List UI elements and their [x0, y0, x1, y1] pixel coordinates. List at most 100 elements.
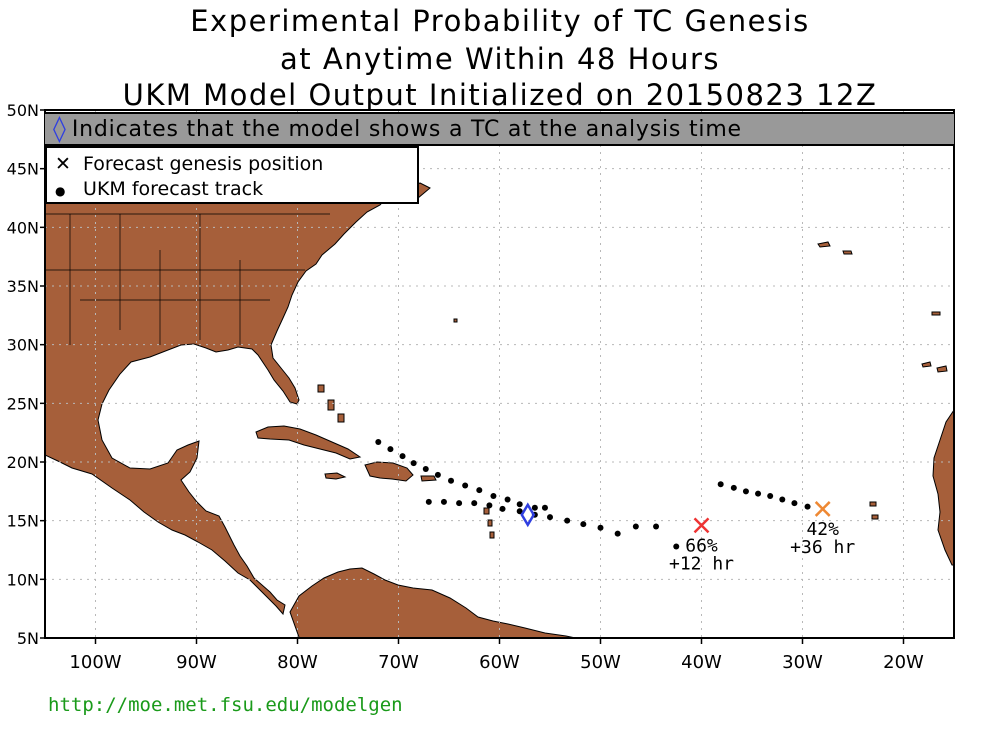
track-point — [767, 493, 774, 500]
lon-tick-label: 40W — [681, 652, 722, 673]
title-line-3: UKM Model Output Initialized on 20150823… — [122, 78, 878, 112]
track-point — [516, 508, 523, 515]
title-line-1: Experimental Probability of TC Genesis — [190, 4, 810, 38]
lon-tick-label: 70W — [378, 652, 419, 673]
track-point — [531, 504, 538, 511]
track-point — [653, 523, 660, 530]
lat-tick-label: 35N — [7, 277, 39, 296]
cross-icon: ✕ — [55, 153, 71, 175]
land-south-america — [289, 567, 578, 638]
lat-tick-label: 25N — [7, 394, 39, 413]
land-jamaica — [324, 472, 347, 480]
land-bahamas-b — [327, 399, 335, 411]
lat-tick-label: 45N — [7, 160, 39, 179]
lat-tick-label: 50N — [7, 101, 39, 120]
track-point — [632, 523, 639, 530]
land-cape-verde-b — [871, 514, 879, 520]
track-point — [499, 505, 506, 512]
track-point — [462, 482, 469, 489]
forecast-tracks — [375, 439, 811, 550]
land-puerto-rico — [420, 475, 437, 482]
track-point — [673, 543, 680, 550]
genesis-lead-time: +12 hr — [669, 553, 734, 574]
track-point — [440, 498, 447, 505]
lon-tick-label: 30W — [782, 652, 823, 673]
track-point — [730, 484, 737, 491]
legend-box: ✕ Forecast genesis position ● UKM foreca… — [45, 146, 419, 204]
track-point — [779, 496, 786, 503]
land-canaries-b — [936, 365, 948, 373]
land-canaries — [921, 361, 932, 368]
track-point — [547, 514, 553, 521]
track-point — [476, 487, 483, 494]
track-point — [434, 471, 441, 478]
track-point — [614, 530, 621, 537]
land-bermuda — [453, 318, 458, 323]
genesis-probability: 66% — [685, 535, 718, 556]
land-cape-verde — [869, 501, 877, 507]
genesis-cross-icon — [693, 517, 710, 534]
lon-tick-label: 80W — [277, 652, 318, 673]
land-lesser-antilles-b — [487, 519, 493, 527]
axis-ticks: 100W 90W 80W 70W 60W 50W 40W 30W 20W 50N 45N 40N 35N… — [7, 101, 924, 673]
genesis-markers: 66%+12 hr 42%+36 hr — [520, 501, 855, 574]
lat-tick-label: 10N — [7, 570, 39, 589]
title-line-2: at Anytime Within 48 Hours — [279, 42, 721, 76]
land-hispaniola — [364, 461, 414, 482]
track-point — [448, 477, 455, 484]
land-azores — [817, 241, 831, 248]
dot-icon: ● — [55, 184, 66, 198]
track-point — [425, 498, 432, 505]
genesis-probability: 42% — [806, 519, 839, 540]
land-africa — [932, 409, 954, 566]
source-url[interactable]: http://moe.met.fsu.edu/modelgen — [48, 694, 403, 716]
track-point — [791, 500, 798, 507]
land-lesser-antilles — [483, 507, 490, 515]
track-point — [471, 500, 478, 507]
track-point — [490, 493, 497, 500]
land-madeira — [931, 311, 941, 316]
track-point — [541, 504, 548, 511]
track-point — [486, 502, 493, 509]
land-cuba — [255, 425, 362, 460]
lat-tick-label: 30N — [7, 336, 39, 355]
genesis-lead-time: +36 hr — [790, 537, 855, 558]
land-north-america — [45, 149, 416, 616]
state-lines — [45, 213, 330, 345]
lon-tick-label: 90W — [176, 652, 217, 673]
track-point — [399, 453, 406, 460]
track-point — [504, 496, 511, 503]
land-lesser-antilles-c — [489, 531, 495, 539]
track-point — [410, 460, 417, 467]
track-point — [597, 524, 604, 531]
lat-tick-label: 20N — [7, 453, 39, 472]
lat-tick-label: 5N — [17, 629, 39, 648]
land-bahamas-c — [337, 413, 345, 423]
land-bahamas — [317, 384, 325, 393]
track-point — [387, 446, 394, 453]
lon-tick-label: 60W — [479, 652, 520, 673]
banner-text: Indicates that the model shows a TC at t… — [71, 116, 742, 142]
genesis-cross-icon — [814, 501, 831, 517]
track-point — [516, 501, 523, 508]
track-point — [804, 503, 811, 510]
analysis-diamond-icon — [520, 502, 536, 528]
track-point — [742, 488, 749, 495]
track-point — [717, 481, 724, 488]
gridlines — [45, 110, 954, 638]
lat-tick-label: 40N — [7, 218, 39, 237]
legend-track-label: UKM forecast track — [83, 178, 264, 200]
lon-tick-label: 20W — [883, 652, 924, 673]
track-point — [422, 466, 429, 473]
lon-tick-label: 50W — [580, 652, 621, 673]
track-point — [456, 500, 463, 507]
track-point — [580, 521, 587, 528]
legend-genesis-label: Forecast genesis position — [83, 153, 324, 175]
track-point — [375, 439, 382, 446]
landmasses — [45, 149, 954, 638]
track-point — [755, 490, 762, 497]
diamond-icon: ◊ — [53, 114, 66, 144]
analysis-banner: ◊ Indicates that the model shows a TC at… — [45, 112, 954, 146]
lat-tick-label: 15N — [7, 512, 39, 531]
